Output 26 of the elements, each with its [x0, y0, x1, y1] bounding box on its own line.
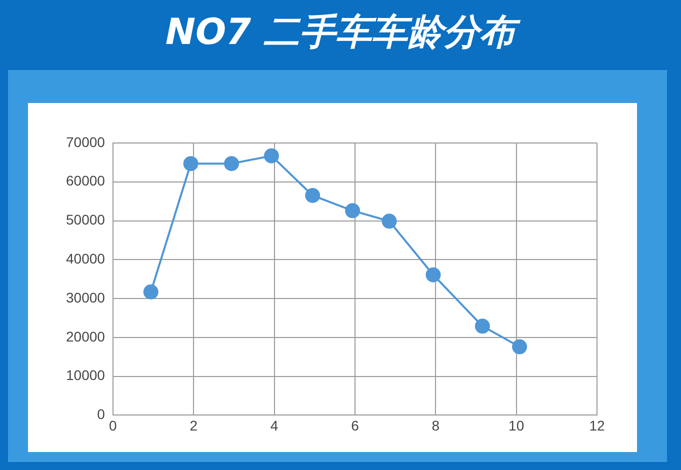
- x-tick-label: 8: [432, 417, 440, 434]
- point: [512, 339, 528, 354]
- point: [426, 267, 441, 282]
- x-tick-label: 4: [270, 417, 278, 434]
- point: [264, 148, 279, 164]
- y-tick-label: 10000: [66, 367, 106, 384]
- y-tick-label: 70000: [66, 134, 106, 150]
- point: [305, 188, 320, 203]
- y-tick-label: 20000: [66, 328, 106, 344]
- point: [143, 284, 158, 300]
- point: [382, 214, 397, 229]
- x-tick-label: 12: [589, 417, 605, 434]
- point: [224, 156, 240, 172]
- x-tick-label: 0: [109, 417, 118, 434]
- y-tick-label: 30000: [66, 289, 106, 306]
- x-tick-label: 6: [351, 417, 360, 434]
- point: [474, 318, 490, 334]
- point: [183, 156, 198, 172]
- x-tick-label: 10: [508, 417, 524, 434]
- y-tick-label: 40000: [66, 250, 106, 267]
- y-tick-label: 60000: [66, 172, 106, 189]
- y-tick-label: 0: [97, 406, 106, 422]
- x-tick-label: 2: [190, 417, 198, 434]
- y-tick-label: 50000: [66, 212, 106, 228]
- point: [345, 203, 360, 218]
- chart-title: NO7 二手车车龄分布: [164, 11, 522, 55]
